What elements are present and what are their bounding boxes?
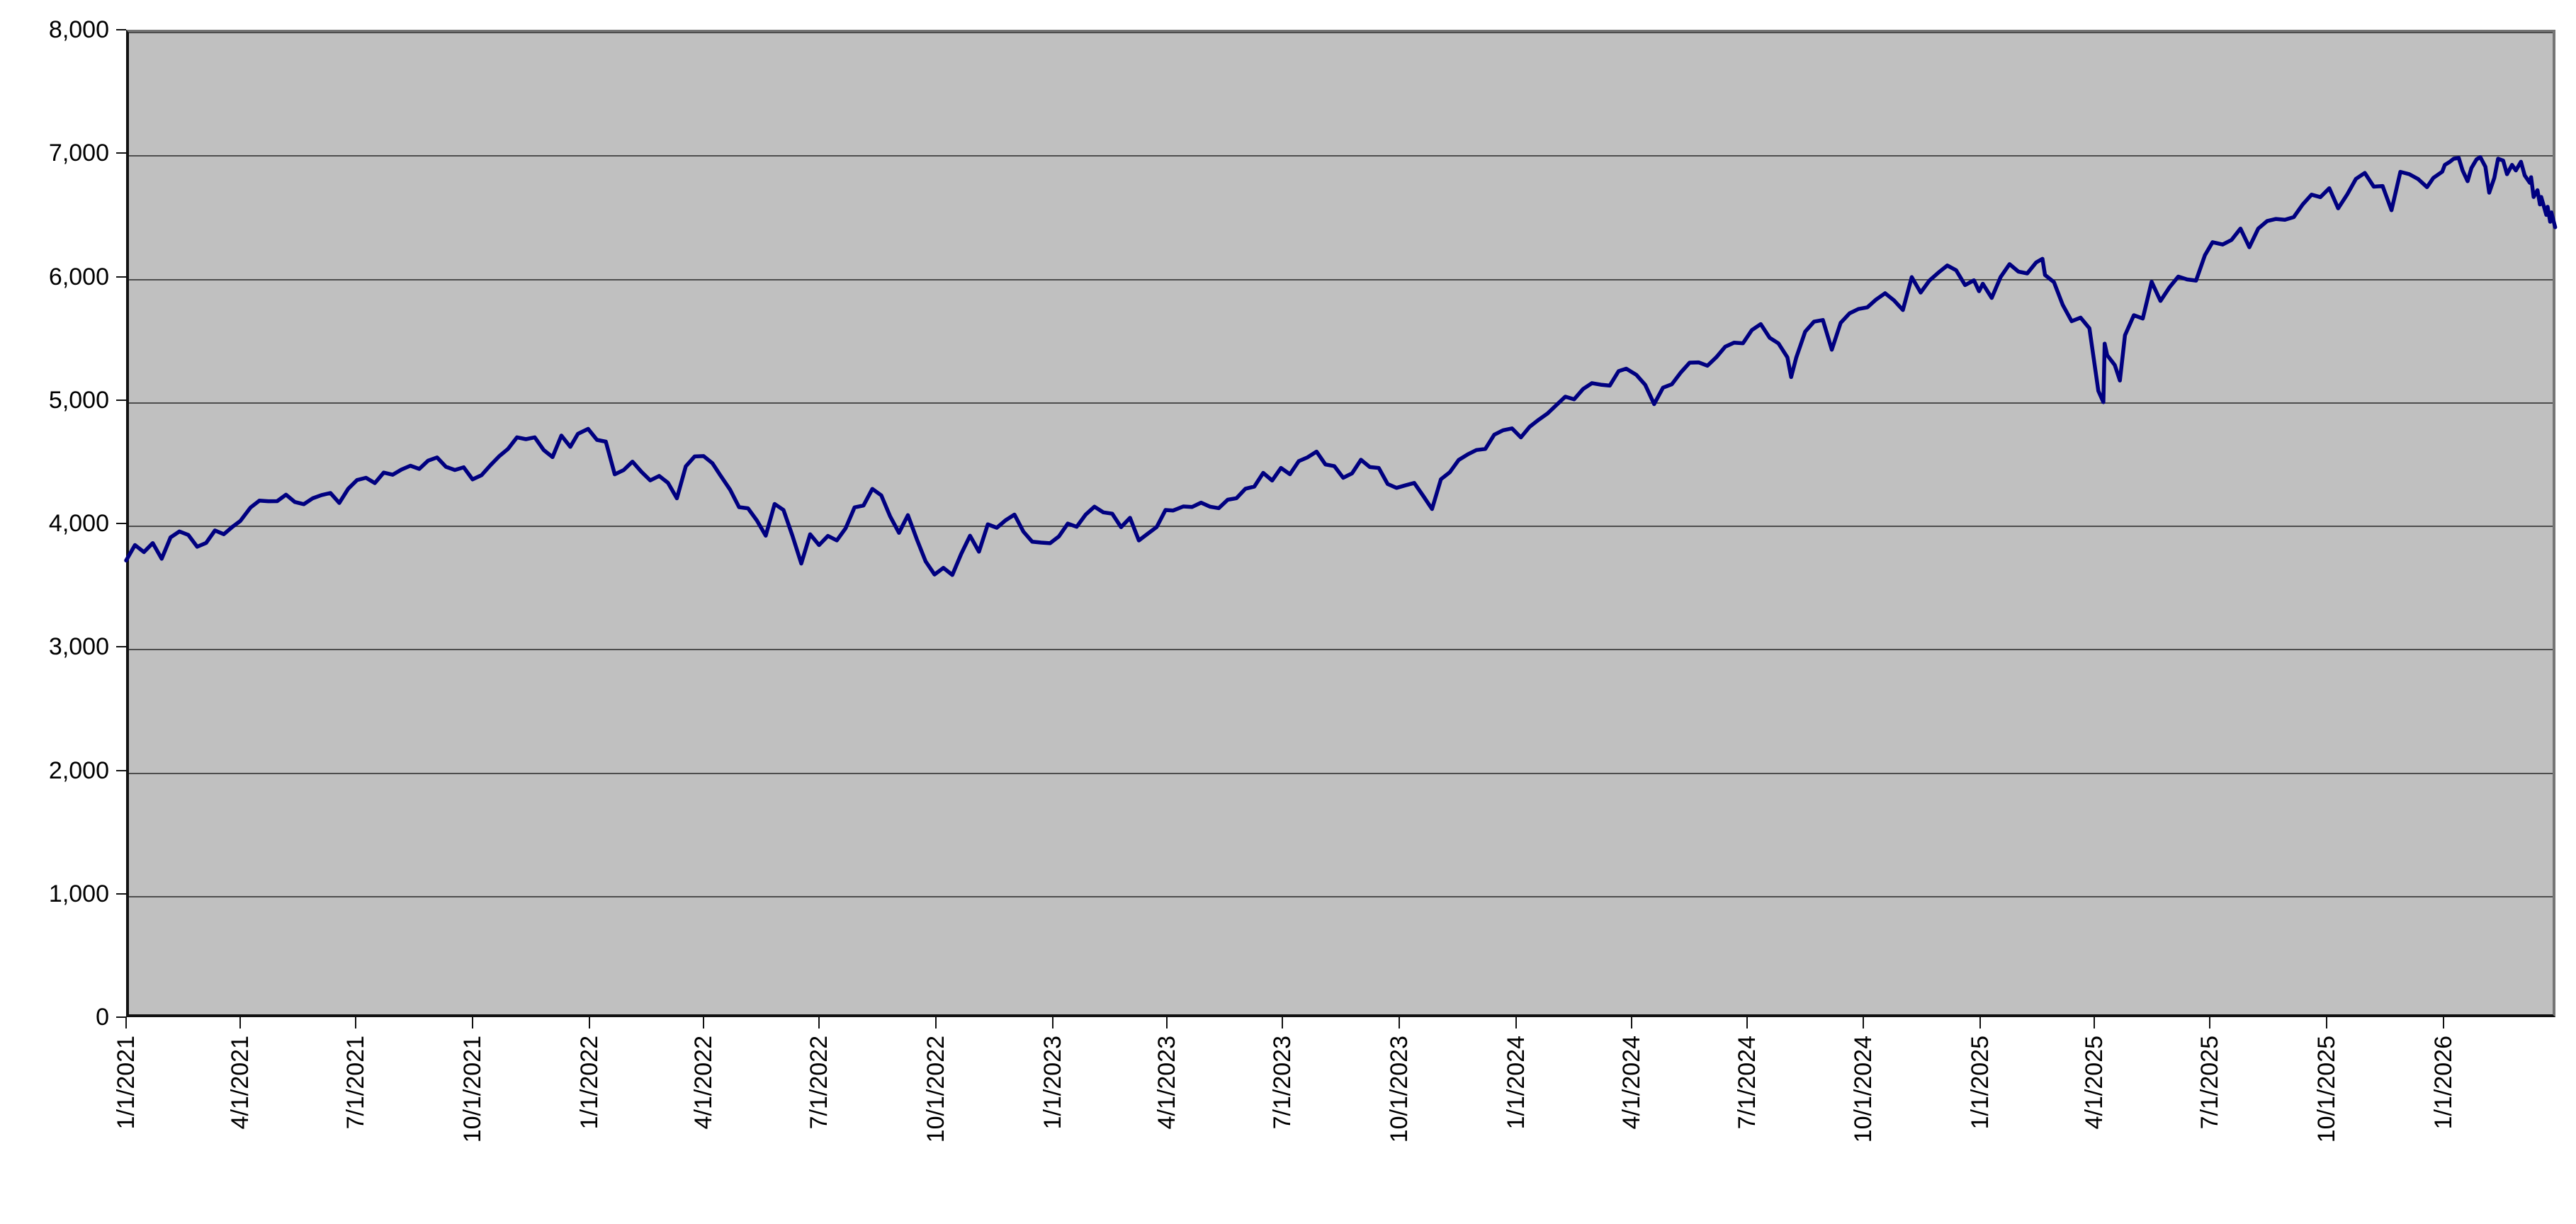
- y-gridline-7000: [129, 155, 2553, 157]
- x-axis-tick: [2209, 1017, 2211, 1028]
- x-axis-tick: [2443, 1017, 2444, 1028]
- y-gridline-8000: [129, 32, 2553, 33]
- x-axis-label: 10/1/2023: [1385, 1036, 1413, 1143]
- x-axis-label: 4/1/2022: [690, 1036, 718, 1130]
- x-axis-label: 4/1/2021: [227, 1036, 254, 1130]
- x-axis-tick: [239, 1017, 242, 1028]
- y-axis-tick: [116, 152, 126, 154]
- y-gridline-2000: [129, 772, 2553, 774]
- x-axis-tick: [355, 1017, 357, 1028]
- x-axis-label: 10/1/2022: [922, 1036, 949, 1143]
- x-axis-label: 1/1/2022: [575, 1036, 603, 1130]
- y-gridline-3000: [129, 649, 2553, 651]
- x-axis-label: 7/1/2025: [2196, 1036, 2224, 1130]
- x-axis-label: 4/1/2024: [1617, 1036, 1645, 1130]
- plot-area: [126, 30, 2555, 1017]
- x-axis-tick: [1746, 1017, 1748, 1028]
- y-axis-label: 1,000: [48, 880, 109, 907]
- x-axis-label: 7/1/2021: [342, 1036, 370, 1130]
- data-series-line: [124, 155, 2558, 577]
- y-axis-label: 5,000: [48, 386, 109, 414]
- y-axis-label: 6,000: [48, 263, 109, 290]
- y-gridline-1000: [129, 895, 2553, 897]
- x-axis-tick: [2326, 1017, 2328, 1028]
- x-axis-tick: [934, 1017, 937, 1028]
- y-gridline-4000: [129, 526, 2553, 527]
- y-axis-tick: [116, 29, 126, 30]
- y-gridline-5000: [129, 402, 2553, 404]
- x-axis-tick: [703, 1017, 705, 1028]
- y-axis-tick: [116, 646, 126, 648]
- x-axis-tick: [2094, 1017, 2096, 1028]
- x-axis-tick: [1398, 1017, 1400, 1028]
- x-axis-tick: [1863, 1017, 1865, 1028]
- x-axis-label: 4/1/2023: [1153, 1036, 1180, 1130]
- x-axis-label: 1/1/2025: [1967, 1036, 1994, 1130]
- x-axis-label: 1/1/2023: [1039, 1036, 1066, 1130]
- x-axis-label: 10/1/2024: [1850, 1036, 1877, 1143]
- x-axis-label: 7/1/2023: [1268, 1036, 1296, 1130]
- y-axis-label: 4,000: [48, 510, 109, 537]
- y-axis-tick: [116, 276, 126, 278]
- x-axis-label: 10/1/2025: [2313, 1036, 2341, 1143]
- x-axis-label: 1/1/2021: [113, 1036, 140, 1130]
- x-axis-tick: [1630, 1017, 1632, 1028]
- x-axis-tick: [818, 1017, 820, 1028]
- x-axis-label: 7/1/2022: [806, 1036, 833, 1130]
- y-axis-tick: [116, 892, 126, 895]
- x-axis-tick: [1165, 1017, 1168, 1028]
- x-axis-label: 10/1/2021: [459, 1036, 487, 1143]
- x-axis-tick: [472, 1017, 474, 1028]
- y-axis-label: 3,000: [48, 633, 109, 661]
- y-axis-label: 2,000: [48, 756, 109, 784]
- y-gridline-6000: [129, 278, 2553, 280]
- x-axis-label: 1/1/2024: [1502, 1036, 1530, 1130]
- x-axis-tick: [1281, 1017, 1283, 1028]
- y-axis-tick: [116, 523, 126, 524]
- y-axis-tick: [116, 399, 126, 401]
- x-axis-label: 4/1/2025: [2081, 1036, 2108, 1130]
- x-axis-tick: [588, 1017, 590, 1028]
- x-axis-label: 7/1/2024: [1733, 1036, 1761, 1130]
- x-axis-tick: [125, 1017, 127, 1028]
- y-axis-tick: [116, 769, 126, 771]
- y-axis-tick: [116, 1016, 126, 1018]
- y-axis-label: 7,000: [48, 140, 109, 167]
- y-axis-label: 8,000: [48, 16, 109, 43]
- x-axis-tick: [1515, 1017, 1517, 1028]
- x-axis-tick: [1979, 1017, 1982, 1028]
- x-axis-tick: [1051, 1017, 1053, 1028]
- y-axis-label: 0: [96, 1004, 109, 1031]
- x-axis-label: 1/1/2026: [2430, 1036, 2457, 1130]
